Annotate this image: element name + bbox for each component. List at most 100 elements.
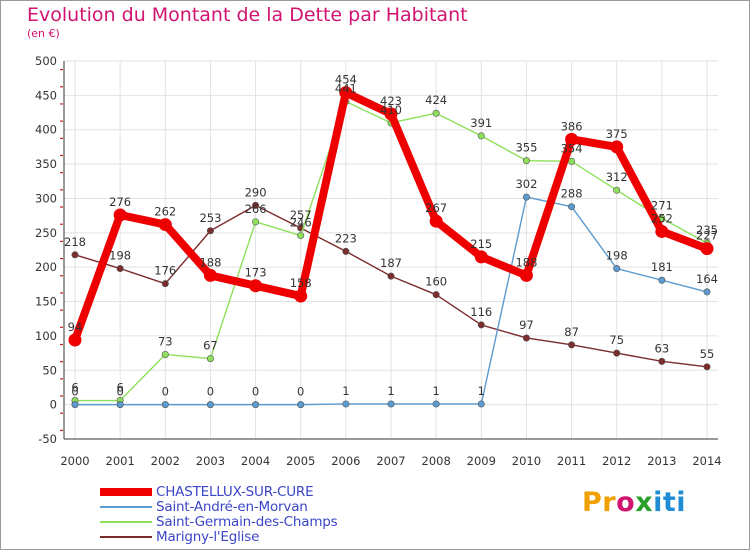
- data-point: [297, 232, 305, 240]
- data-label: 312: [606, 170, 628, 184]
- x-tick-label: 2013: [647, 454, 676, 468]
- chart-title: Evolution du Montant de la Dette par Hab…: [27, 4, 468, 26]
- proxiti-logo: Proxiti: [582, 487, 687, 518]
- data-label: 0: [162, 385, 169, 399]
- data-label: 257: [290, 208, 312, 222]
- y-tick-label: 500: [35, 54, 57, 68]
- data-label: 218: [64, 235, 86, 249]
- data-label: 63: [655, 341, 670, 355]
- data-label: 187: [380, 256, 402, 270]
- data-label: 355: [515, 141, 537, 155]
- data-point: [474, 250, 488, 264]
- y-tick-label: 400: [35, 123, 57, 137]
- data-label: 375: [606, 127, 628, 141]
- data-label: 0: [252, 385, 259, 399]
- data-point: [116, 265, 124, 273]
- data-point: [161, 350, 169, 358]
- data-point: [339, 86, 353, 100]
- data-label: 223: [335, 231, 357, 245]
- data-point: [206, 401, 214, 409]
- data-point: [71, 401, 79, 409]
- data-point: [568, 203, 576, 211]
- x-tick-label: 2002: [151, 454, 180, 468]
- data-point: [477, 321, 485, 329]
- data-point: [342, 400, 350, 408]
- data-point: [158, 218, 172, 232]
- data-point: [613, 186, 621, 194]
- data-label: 271: [651, 198, 673, 212]
- y-tick-label: 300: [35, 191, 57, 205]
- data-label: 386: [561, 119, 583, 133]
- data-point: [613, 349, 621, 357]
- data-point: [384, 107, 398, 121]
- data-point: [568, 157, 576, 165]
- data-point: [116, 401, 124, 409]
- data-point: [252, 218, 260, 226]
- data-label: 1: [387, 384, 394, 398]
- data-label: 198: [109, 249, 131, 263]
- legend: CHASTELLUX-SUR-CURE Saint-André-en-Morvan…: [100, 484, 400, 545]
- legend-swatch: [100, 536, 152, 538]
- data-point: [203, 268, 217, 282]
- x-tick-label: 2000: [60, 454, 89, 468]
- x-tick-label: 2009: [467, 454, 496, 468]
- data-point: [522, 157, 530, 165]
- data-label: 164: [696, 272, 718, 286]
- data-point: [432, 291, 440, 299]
- x-tick-label: 2011: [557, 454, 586, 468]
- data-label: 354: [561, 141, 583, 155]
- y-tick-label: 150: [35, 295, 57, 309]
- legend-swatch: [100, 488, 152, 496]
- data-point: [565, 132, 579, 146]
- data-label: 441: [335, 82, 357, 96]
- y-tick-label: 200: [35, 260, 57, 274]
- data-label: 188: [199, 255, 221, 269]
- legend-label: CHASTELLUX-SUR-CURE: [156, 484, 314, 500]
- data-label: 290: [245, 185, 267, 199]
- data-label: 67: [203, 339, 218, 353]
- data-label: 252: [651, 211, 673, 225]
- data-label: 116: [470, 305, 492, 319]
- data-label: 188: [515, 255, 537, 269]
- y-tick-label: 450: [35, 88, 57, 102]
- legend-item: Saint-André-en-Morvan: [100, 499, 400, 515]
- data-label: 181: [651, 260, 673, 274]
- x-tick-label: 2008: [422, 454, 451, 468]
- data-label: 423: [380, 94, 402, 108]
- data-point: [432, 109, 440, 117]
- x-tick-label: 2003: [196, 454, 225, 468]
- data-label: 227: [696, 229, 718, 243]
- data-point: [522, 193, 530, 201]
- data-label: 6: [116, 381, 123, 395]
- data-point: [387, 272, 395, 280]
- data-label: 55: [700, 347, 715, 361]
- data-label: 302: [515, 177, 537, 191]
- x-tick-label: 2014: [692, 454, 721, 468]
- y-tick-label: 350: [35, 157, 57, 171]
- data-point: [297, 401, 305, 409]
- x-tick-label: 2007: [376, 454, 405, 468]
- data-point: [387, 400, 395, 408]
- data-label: 6: [71, 381, 78, 395]
- data-point: [658, 357, 666, 365]
- legend-swatch: [100, 506, 152, 508]
- data-point: [206, 355, 214, 363]
- legend-label: Saint-André-en-Morvan: [156, 499, 308, 515]
- data-label: 410: [380, 103, 402, 117]
- x-tick-label: 2010: [512, 454, 541, 468]
- data-label: 266: [245, 202, 267, 216]
- data-point: [568, 341, 576, 349]
- data-label: 158: [290, 276, 312, 290]
- data-label: 253: [199, 211, 221, 225]
- data-point: [342, 247, 350, 255]
- data-label: 454: [335, 73, 357, 87]
- x-tick-label: 2004: [241, 454, 270, 468]
- data-point: [703, 363, 711, 371]
- data-label: 160: [425, 275, 447, 289]
- data-label: 288: [561, 187, 583, 201]
- data-label: 215: [470, 237, 492, 251]
- y-tick-label: 100: [35, 329, 57, 343]
- data-point: [655, 224, 669, 238]
